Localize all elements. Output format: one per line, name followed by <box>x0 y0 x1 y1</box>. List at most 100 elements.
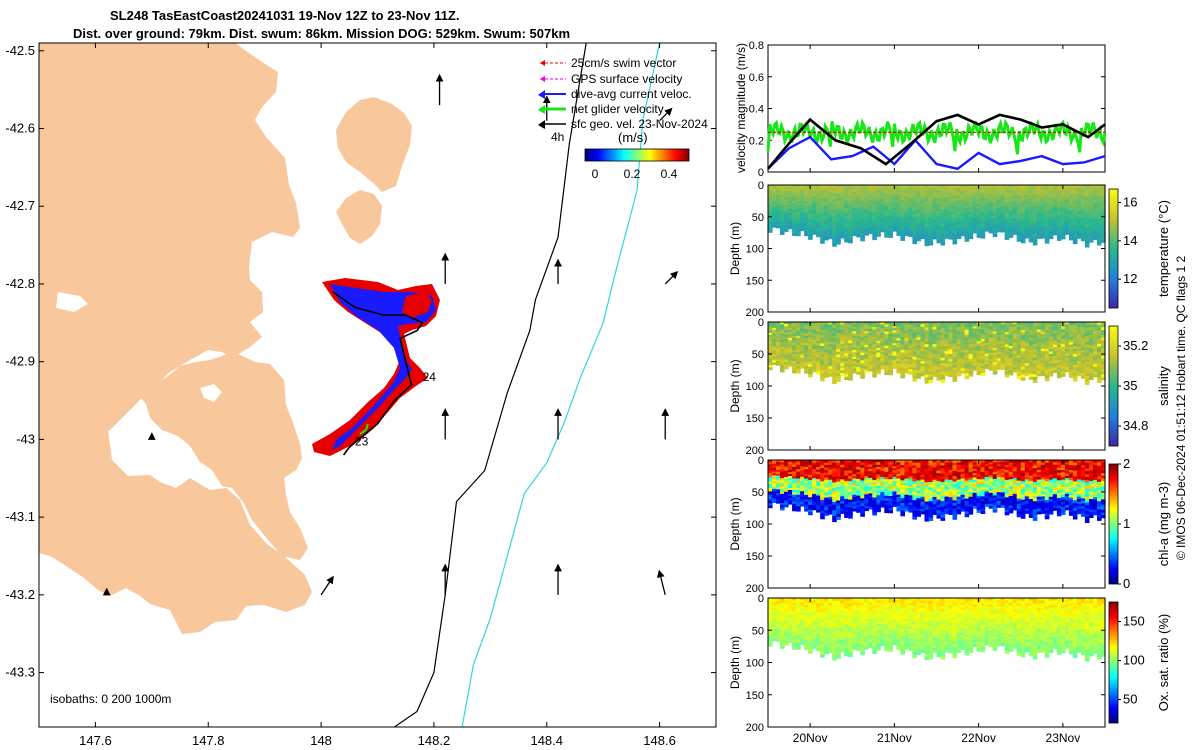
section-cell <box>988 204 994 208</box>
section-cell <box>808 217 813 221</box>
section-cell <box>796 499 801 503</box>
section-cell <box>776 463 781 467</box>
section-cell <box>908 467 913 471</box>
section-cell <box>1080 225 1086 229</box>
section-cell <box>936 329 942 334</box>
section-cell <box>832 352 837 357</box>
section-cell <box>904 205 909 209</box>
section-cell <box>988 217 994 221</box>
section-cell <box>824 234 829 238</box>
section-cell <box>836 503 841 507</box>
section-cell <box>776 208 781 211</box>
section-cell <box>856 232 861 236</box>
section-cell <box>776 214 781 217</box>
section-cell <box>1097 368 1102 372</box>
section-cell <box>1060 229 1066 233</box>
section-cell <box>984 220 990 224</box>
section-cell <box>1040 218 1046 222</box>
section-cell <box>868 477 873 481</box>
section-cell <box>980 221 986 225</box>
section-cell <box>828 373 833 377</box>
section-cell <box>780 349 785 352</box>
section-cell <box>808 236 813 240</box>
section-cell <box>1072 200 1078 205</box>
section-cell <box>1101 192 1106 196</box>
section-cell <box>820 322 825 326</box>
section-cell <box>800 497 805 501</box>
section-cell <box>836 330 841 334</box>
section-cell <box>916 223 921 227</box>
section-cell <box>940 335 946 339</box>
section-cell <box>932 346 938 350</box>
section-cell <box>800 340 805 344</box>
section-cell <box>984 208 990 211</box>
section-cell <box>1089 324 1094 328</box>
section-cell <box>960 187 966 191</box>
section-cell <box>1012 220 1018 224</box>
section-cell <box>916 483 921 487</box>
section-cell <box>824 462 829 466</box>
section-cell <box>832 212 837 217</box>
section-cell <box>864 340 869 344</box>
section-cell <box>1093 231 1098 235</box>
section-cell <box>852 328 857 332</box>
section-cell <box>992 194 998 198</box>
section-cell <box>896 194 901 198</box>
section-cell <box>784 477 789 480</box>
section-cell <box>972 501 978 505</box>
section-cell <box>852 356 857 360</box>
section-cell <box>864 210 869 213</box>
section-cell <box>1097 185 1102 189</box>
section-cell <box>840 372 845 376</box>
section-cell <box>1064 333 1070 337</box>
section-cell <box>900 212 905 216</box>
section-cell <box>984 349 990 353</box>
section-cell <box>936 187 942 191</box>
section-cell <box>896 221 901 225</box>
section-cell <box>960 487 966 491</box>
section-cell <box>976 227 982 231</box>
section-cell <box>916 185 921 189</box>
section-cell <box>988 215 994 219</box>
section-cell <box>968 358 974 362</box>
section-cell <box>1008 206 1014 210</box>
section-cell <box>1016 205 1022 209</box>
section-cell <box>864 198 869 202</box>
section-cell <box>992 338 998 342</box>
section-cell <box>852 490 857 493</box>
section-cell <box>780 220 785 224</box>
section-cell <box>768 365 773 369</box>
section-cell <box>848 494 853 498</box>
section-cell <box>964 324 970 328</box>
section-cell <box>840 341 845 345</box>
section-cell <box>1072 190 1078 194</box>
section-cell <box>1093 219 1098 223</box>
section-cell <box>824 347 829 351</box>
section-cell <box>976 476 982 480</box>
section-cell <box>928 324 934 328</box>
section-cell <box>1056 220 1062 224</box>
section-cell <box>856 227 861 231</box>
section-cell <box>924 240 930 244</box>
section-cell <box>892 222 897 226</box>
section-cell <box>848 203 853 207</box>
section-cell <box>956 329 962 333</box>
section-cell <box>780 331 785 334</box>
section-cell <box>940 363 946 367</box>
section-cell <box>804 210 809 214</box>
section-cell <box>948 511 954 515</box>
section-cell <box>920 358 926 362</box>
section-cell <box>812 196 817 199</box>
velocity-ytick-label: 0.4 <box>749 104 764 116</box>
section-cell <box>904 370 909 374</box>
section-cell <box>892 347 897 350</box>
section-cell <box>1101 374 1106 378</box>
section-cell <box>804 464 809 468</box>
section-cell <box>1052 344 1058 348</box>
section-cell <box>800 365 805 369</box>
section-cell <box>852 368 857 372</box>
section-cell <box>1028 358 1034 362</box>
section-cell <box>844 226 849 230</box>
section-cell <box>1101 361 1106 365</box>
